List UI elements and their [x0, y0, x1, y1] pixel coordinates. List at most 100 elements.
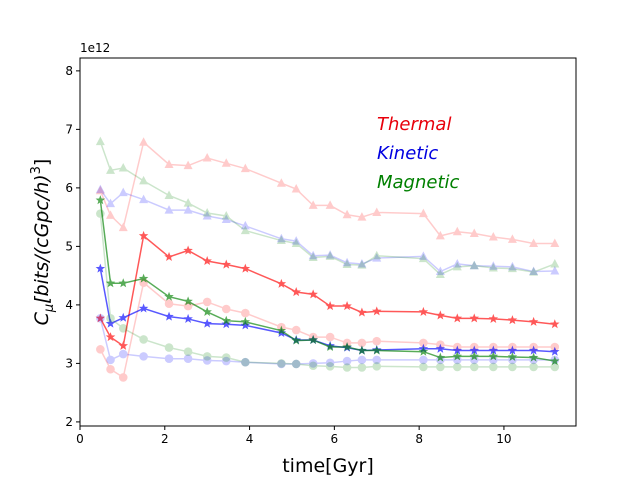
data-point: [308, 200, 318, 209]
data-point: [418, 208, 428, 218]
data-point: [325, 251, 335, 260]
series-magnetic-star: [95, 195, 560, 366]
data-point: [221, 356, 231, 366]
y-axis-ticks: 2 3 4 5 6 7 8: [65, 64, 80, 429]
series-line: [99, 140, 555, 245]
data-point: [139, 194, 149, 204]
data-point: [418, 251, 428, 260]
data-point: [529, 362, 538, 372]
data-point: [95, 195, 106, 205]
data-point: [357, 258, 367, 268]
data-point: [164, 299, 174, 309]
data-point: [95, 313, 106, 323]
y-tick-label: 3: [65, 356, 73, 370]
data-point: [452, 261, 462, 271]
data-point: [372, 355, 382, 365]
data-point: [308, 361, 318, 371]
data-point: [221, 319, 232, 329]
data-point: [325, 301, 335, 311]
data-point: [372, 345, 382, 355]
data-point: [357, 212, 367, 221]
y-label-subscript: μ: [42, 304, 57, 313]
data-point: [325, 342, 335, 352]
data-point: [507, 234, 517, 243]
data-point: [308, 250, 318, 260]
x-axis-label: time[Gyr]: [282, 455, 374, 477]
data-point: [118, 349, 128, 359]
data-point: [95, 263, 106, 273]
data-point: [164, 343, 174, 352]
data-point: [372, 207, 382, 216]
data-point: [550, 346, 560, 356]
data-point: [419, 362, 428, 372]
series-thermal-star: [95, 230, 560, 350]
data-point: [528, 352, 539, 362]
data-point: [164, 205, 174, 214]
data-point: [118, 373, 128, 382]
data-point: [240, 320, 251, 330]
data-point: [105, 332, 116, 342]
x-tick-label: 8: [415, 432, 423, 446]
plot-frame: [79, 57, 577, 427]
data-point: [291, 238, 301, 247]
data-point: [418, 306, 429, 316]
data-point: [357, 355, 367, 365]
data-point: [221, 158, 231, 167]
data-point: [138, 230, 149, 240]
data-point: [164, 251, 174, 261]
data-point: [164, 291, 174, 301]
data-point: [488, 313, 499, 323]
data-point: [357, 345, 367, 355]
data-point: [357, 338, 367, 348]
data-point: [164, 311, 174, 321]
series-layer: [95, 136, 560, 382]
offset-label: 1e12: [80, 41, 110, 55]
data-point: [507, 261, 517, 271]
data-point: [488, 232, 498, 241]
data-point: [202, 306, 212, 316]
data-point: [202, 256, 212, 266]
data-point: [372, 306, 382, 316]
data-point: [357, 307, 367, 317]
data-point: [139, 352, 148, 361]
data-point: [469, 345, 480, 355]
data-point: [291, 287, 301, 297]
data-point: [550, 319, 560, 329]
data-point: [452, 313, 463, 323]
data-point: [276, 233, 286, 243]
data-point: [469, 228, 479, 238]
data-point: [435, 230, 445, 240]
data-point: [469, 362, 479, 372]
y-tick-label: 7: [65, 122, 73, 136]
x-tick-label: 10: [496, 432, 511, 446]
data-point: [202, 297, 212, 307]
data-point: [118, 323, 128, 333]
data-point: [452, 362, 462, 372]
data-point: [452, 258, 462, 268]
data-point: [240, 220, 250, 230]
data-point: [164, 190, 174, 199]
data-point: [529, 266, 539, 276]
data-point: [489, 362, 498, 372]
data-point: [95, 185, 105, 195]
data-point: [507, 345, 518, 355]
data-point: [202, 210, 212, 220]
series-line: [99, 234, 555, 348]
data-point: [291, 325, 301, 335]
data-point: [325, 200, 335, 209]
data-point: [183, 354, 193, 364]
y-label-close: ]: [31, 159, 53, 166]
data-point: [291, 359, 301, 369]
data-point: [277, 359, 286, 368]
data-point: [118, 340, 128, 350]
data-point: [342, 301, 352, 311]
data-point: [325, 362, 335, 371]
data-point: [342, 257, 352, 267]
data-point: [488, 261, 498, 270]
data-point: [183, 313, 193, 323]
data-point: [342, 363, 352, 372]
series-magnetic-circle: [96, 209, 560, 372]
data-point: [221, 210, 231, 220]
data-point: [418, 253, 428, 263]
data-point: [276, 325, 287, 335]
